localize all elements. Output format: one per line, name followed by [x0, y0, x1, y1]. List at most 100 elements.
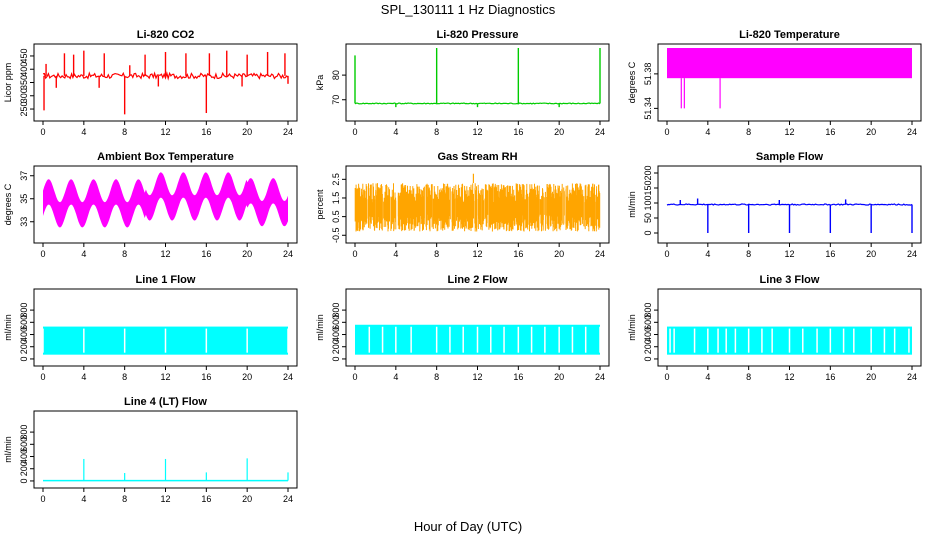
x-tick-label: 12	[472, 372, 482, 382]
x-tick-label: 20	[242, 494, 252, 504]
y-tick-label: 0	[19, 478, 29, 483]
series-band	[43, 172, 288, 228]
x-tick-label: 16	[513, 127, 523, 137]
x-tick-label: 16	[201, 494, 211, 504]
x-tick-label: 20	[554, 249, 564, 259]
x-tick-label: 16	[201, 249, 211, 259]
x-tick-label: 20	[866, 249, 876, 259]
x-tick-label: 8	[434, 249, 439, 259]
y-tick-label: 600	[643, 315, 653, 330]
x-tick-label: 16	[825, 127, 835, 137]
y-tick-label: 600	[331, 315, 341, 330]
x-tick-label: 12	[472, 127, 482, 137]
x-tick-label: 16	[201, 127, 211, 137]
y-tick-label: 0.5	[331, 210, 341, 223]
panel-title: Line 3 Flow	[760, 274, 820, 286]
y-axis-label: ml/min	[627, 191, 637, 218]
panel-10: Line 4 (LT) Flow 0 4 8 12 16 20 24 0 200400600800…	[3, 396, 298, 504]
x-tick-label: 4	[81, 249, 86, 259]
y-tick-label: 300	[19, 88, 29, 103]
panel-2: Li-820 Pressure 0 4 8 12 16 20 24 70 80 kPa	[315, 29, 610, 137]
y-tick-label: 0	[643, 230, 653, 235]
x-tick-label: 8	[122, 249, 127, 259]
y-axis-label: ml/min	[3, 436, 13, 463]
y-tick-label: 1.5	[331, 192, 341, 205]
x-tick-label: 0	[664, 127, 669, 137]
x-tick-label: 20	[554, 127, 564, 137]
x-tick-label: 0	[352, 372, 357, 382]
y-tick-label: 400	[331, 327, 341, 342]
x-tick-label: 16	[201, 372, 211, 382]
x-tick-label: 0	[40, 249, 45, 259]
y-axis-label: degrees C	[627, 61, 637, 103]
x-tick-label: 4	[393, 127, 398, 137]
panel-7-data	[42, 326, 289, 355]
x-tick-label: 24	[595, 372, 605, 382]
y-axis-label: Licor ppm	[3, 63, 13, 103]
panel-5: Gas Stream RH 0 4 8 12 16 20 24 -0.5 0.5 1.5 2.5 per…	[315, 151, 610, 259]
x-tick-label: 24	[907, 127, 917, 137]
y-tick-label: 37	[19, 171, 29, 181]
x-tick-label: 20	[242, 249, 252, 259]
y-tick-label: 51.34	[643, 97, 653, 120]
y-tick-label: 200	[331, 339, 341, 354]
x-tick-label: 20	[866, 372, 876, 382]
x-tick-label: 0	[40, 494, 45, 504]
y-tick-label: 200	[643, 165, 653, 180]
panel-3: Li-820 Temperature 0 4 8 12 16 20 24 51.34 51.38 d…	[627, 29, 922, 137]
y-tick-label: 400	[19, 449, 29, 464]
x-tick-label: 16	[513, 249, 523, 259]
x-tick-label: 12	[160, 249, 170, 259]
series-line	[42, 71, 289, 81]
x-tick-label: 12	[160, 494, 170, 504]
x-tick-label: 8	[122, 127, 127, 137]
x-tick-label: 12	[784, 372, 794, 382]
y-axis-label: kPa	[315, 75, 325, 91]
x-tick-label: 24	[907, 372, 917, 382]
x-tick-label: 8	[746, 127, 751, 137]
y-axis-label: ml/min	[3, 314, 13, 341]
y-tick-label: 50	[643, 213, 653, 223]
panel-title: Ambient Box Temperature	[97, 151, 234, 163]
x-tick-label: 0	[664, 249, 669, 259]
panel-title: Line 4 (LT) Flow	[124, 396, 207, 408]
x-tick-label: 24	[907, 249, 917, 259]
panel-title: Line 2 Flow	[448, 274, 508, 286]
x-tick-label: 20	[242, 127, 252, 137]
y-tick-label: -0.5	[331, 228, 341, 244]
x-tick-label: 24	[283, 494, 293, 504]
y-tick-label: 33	[19, 217, 29, 227]
y-tick-label: 0	[643, 356, 653, 361]
x-tick-label: 8	[122, 494, 127, 504]
y-tick-label: 35	[19, 194, 29, 204]
x-tick-label: 24	[283, 249, 293, 259]
panel-title: Gas Stream RH	[437, 151, 517, 163]
y-axis-label: ml/min	[315, 314, 325, 341]
y-tick-label: 51.38	[643, 63, 653, 86]
y-tick-label: 800	[643, 303, 653, 318]
x-tick-label: 8	[746, 372, 751, 382]
panel-title: Li-820 Temperature	[739, 29, 840, 41]
x-axis-label: Hour of Day (UTC)	[414, 519, 522, 534]
y-tick-label: 600	[19, 315, 29, 330]
y-tick-label: 200	[643, 339, 653, 354]
panel-title: Line 1 Flow	[136, 274, 196, 286]
x-tick-label: 4	[393, 249, 398, 259]
x-tick-label: 8	[434, 127, 439, 137]
x-tick-label: 4	[81, 372, 86, 382]
panel-title: Sample Flow	[756, 151, 824, 163]
x-tick-label: 4	[705, 127, 710, 137]
panel-title: Li-820 CO2	[137, 29, 194, 41]
y-tick-label: 450	[19, 48, 29, 63]
y-tick-label: 80	[331, 70, 341, 80]
y-tick-label: 0	[19, 356, 29, 361]
x-tick-label: 0	[352, 127, 357, 137]
x-tick-label: 0	[664, 372, 669, 382]
panel-title: Li-820 Pressure	[437, 29, 519, 41]
panel-6-data	[666, 198, 913, 233]
